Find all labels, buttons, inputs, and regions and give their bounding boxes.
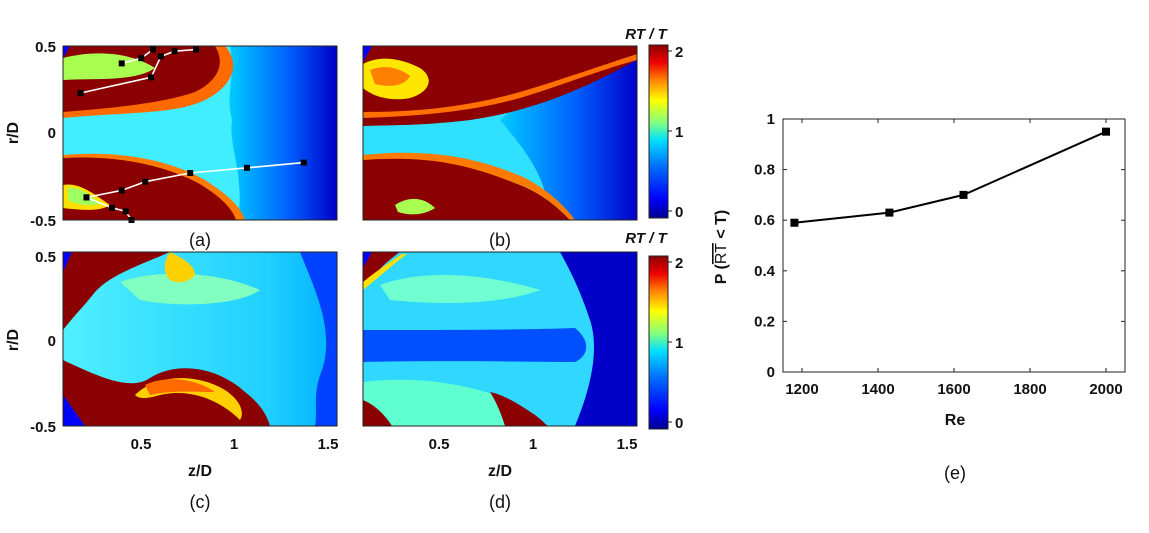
panel-c-xtick-0.5: 0.5 [131, 436, 152, 453]
overlay-track-marker [187, 170, 194, 177]
panel-d-heatmap [363, 252, 637, 426]
panel-a-overlay-tracks [77, 46, 307, 223]
panel-d-xtick-0.5: 0.5 [429, 436, 450, 453]
colorbar-bottom-tick-1: 1 [675, 335, 683, 352]
data-point-marker [885, 208, 894, 217]
overlay-track-line [86, 196, 133, 221]
colorbar-top-tick-0: 0 [675, 204, 683, 221]
ytick-label: 0.8 [754, 162, 775, 179]
overlay-track-marker [157, 53, 164, 60]
panel-a-ytick-bottom: -0.5 [30, 213, 56, 230]
colorbar-bottom-title: RT / T [625, 230, 668, 247]
colorbar-top-tick-1: 1 [675, 124, 683, 141]
ytick-label: 0.4 [754, 263, 776, 280]
xtick-label: 1200 [785, 381, 818, 398]
data-point-marker [1102, 127, 1110, 136]
colorbar-top: RT / T 2 1 0 [625, 26, 683, 221]
ytick-label: 1 [767, 111, 775, 128]
panel-c-heatmap [63, 252, 337, 426]
colorbar-top-tick-2: 2 [675, 44, 683, 61]
panel-c-ytick-bottom: -0.5 [30, 419, 56, 436]
panel-a-ylabel: r/D [5, 122, 22, 144]
ytick-label: 0.2 [754, 313, 775, 330]
overlay-track-marker [77, 89, 84, 96]
colorbar-bottom-tick-2: 2 [675, 255, 683, 272]
xtick-label: 1800 [1013, 381, 1046, 398]
panel-e-ylabel: P (RT < T) [713, 210, 730, 285]
colorbar-bottom: RT / T 2 1 0 [625, 230, 683, 432]
colorbar-top-gradient [648, 44, 669, 219]
series-line [794, 130, 1107, 224]
overlay-track-marker [83, 194, 90, 201]
ytick-label: 0.6 [754, 212, 775, 229]
panel-c-ytick-top: 0.5 [35, 249, 56, 266]
xtick-label: 1600 [937, 381, 970, 398]
panel-a-ytick-mid: 0 [48, 125, 56, 142]
panel-e-line-chart: 1200 1400 1600 1800 2000 0 0.2 0.4 0.6 0.8 1 Re P … [713, 111, 1126, 429]
data-point-marker [790, 218, 799, 227]
colorbar-bottom-tick-0: 0 [675, 415, 683, 432]
panel-c-xlabel: z/D [188, 463, 212, 480]
svg-text:P (RT < T): P (RT < T) [713, 210, 730, 285]
overlay-track-marker [118, 187, 125, 194]
overlay-track-marker [148, 74, 155, 81]
overlay-track-marker [122, 208, 129, 215]
panel-c-xtick-1: 1 [230, 436, 238, 453]
colorbar-top-title: RT / T [625, 26, 668, 43]
panel-d-xlabel: z/D [488, 463, 512, 480]
panel-d-xtick-1.5: 1.5 [617, 436, 638, 453]
panel-c-ylabel: r/D [5, 329, 22, 351]
panel-e-label: (e) [944, 463, 966, 483]
overlay-track-marker [142, 178, 149, 185]
panel-b-label: (b) [489, 230, 511, 250]
colorbar-bottom-gradient [648, 255, 669, 430]
overlay-track-marker [138, 55, 145, 62]
panel-c-ytick-mid: 0 [48, 333, 56, 350]
ytick-label: 0 [767, 364, 775, 381]
overlay-track-marker [193, 46, 200, 53]
panel-a-ytick-top: 0.5 [35, 39, 56, 56]
xtick-label: 1400 [861, 381, 894, 398]
overlay-track-marker [171, 48, 178, 55]
overlay-track-marker [108, 204, 115, 211]
panel-e-ylabel-overline-term: RT [713, 243, 730, 264]
data-point-marker [959, 190, 968, 199]
overlay-track-marker [243, 164, 250, 171]
overlay-track-marker [118, 60, 125, 67]
panel-e-plot-area [782, 118, 1126, 373]
xtick-label: 2000 [1089, 381, 1122, 398]
panel-c-label: (c) [190, 492, 211, 512]
panel-e-xlabel: Re [945, 412, 966, 429]
overlay-track-marker [300, 159, 307, 166]
panel-d-label: (d) [489, 492, 511, 512]
overlay-track-marker [150, 46, 157, 53]
overlay-track-line [86, 161, 304, 199]
panel-c-xtick-1.5: 1.5 [318, 436, 339, 453]
panel-d-xtick-1: 1 [529, 436, 537, 453]
panel-a-label: (a) [189, 230, 211, 250]
panel-b-heatmap [363, 46, 637, 220]
